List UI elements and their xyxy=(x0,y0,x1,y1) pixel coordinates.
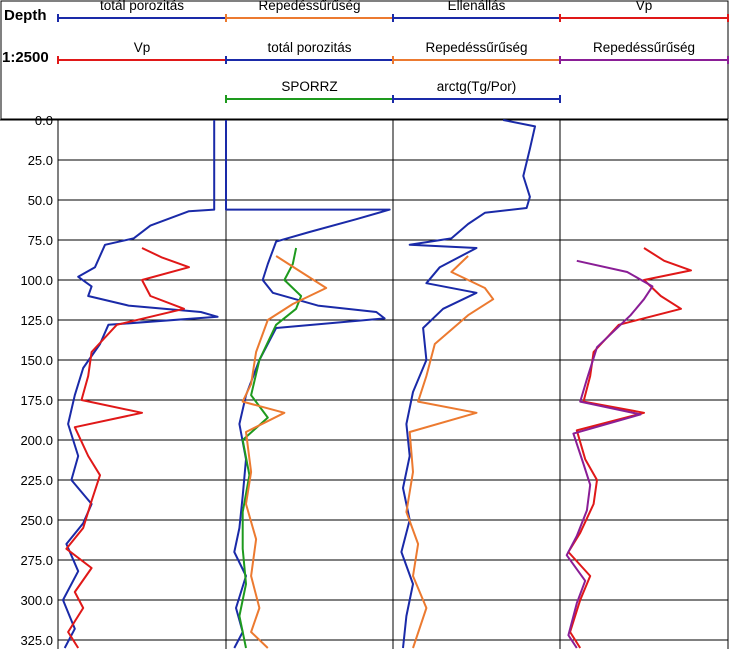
depth-tick-label: 75.0 xyxy=(28,233,53,248)
depth-tick-label: 225.0 xyxy=(20,473,53,488)
legend-layer: totál porozitás Vp Repedéssűrűség totál por… xyxy=(57,0,729,103)
legend-label: Vp xyxy=(134,40,151,55)
depth-tick-label: 200.0 xyxy=(20,433,53,448)
depth-tick-label: 50.0 xyxy=(28,193,53,208)
series-line-tot-l-porozit-s xyxy=(225,120,391,649)
legend-label: Vp xyxy=(636,0,653,13)
legend-label: SPORRZ xyxy=(281,79,337,94)
depth-axis-title: Depth xyxy=(4,7,47,24)
series-line-reped-ss-r-s-g xyxy=(241,255,328,649)
depth-tick-label: 175.0 xyxy=(20,393,53,408)
series-line-ellen-ll-s xyxy=(400,119,536,649)
legend-label: Repedéssűrűség xyxy=(593,40,695,55)
depth-tick-label: 150.0 xyxy=(20,353,53,368)
legend-label: totál porozitás xyxy=(267,40,351,55)
scale-label: 1:2500 xyxy=(2,49,49,66)
depth-tick-label: 100.0 xyxy=(20,273,53,288)
depth-tick-label: 250.0 xyxy=(20,513,53,528)
series-line-vp xyxy=(65,247,190,649)
depth-tick-label: 125.0 xyxy=(20,313,53,328)
plot-area: 0.025.050.075.0100.0125.0150.0175.0200.0… xyxy=(0,113,729,649)
legend-label: Ellenállás xyxy=(448,0,506,13)
series-line-reped-ss-r-s-g xyxy=(405,255,495,649)
legend-label: Repedéssűrűség xyxy=(425,40,527,55)
depth-tick-label: 325.0 xyxy=(20,633,53,648)
depth-tick-label: 275.0 xyxy=(20,553,53,568)
depth-tick-label: 300.0 xyxy=(20,593,53,608)
legend-label: totál porozitás xyxy=(100,0,184,13)
legend-label: Repedéssűrűség xyxy=(258,0,360,13)
legend-label: arctg(Tg/Por) xyxy=(437,79,517,94)
series-line-tot-l-porozit-s xyxy=(62,120,219,649)
series-line-reped-ss-r-s-g xyxy=(565,259,654,649)
depth-tick-label: 25.0 xyxy=(28,153,53,168)
